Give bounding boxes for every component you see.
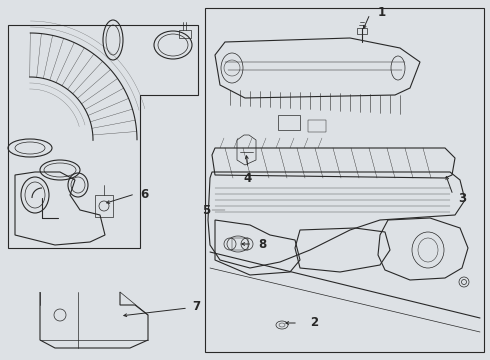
Text: 4: 4: [244, 171, 252, 185]
Text: 5: 5: [202, 203, 210, 216]
Bar: [357, 28, 367, 34]
Bar: [179, 30, 191, 38]
Bar: [278, 115, 300, 130]
Text: 2: 2: [310, 316, 318, 329]
Text: 3: 3: [458, 192, 466, 204]
Text: 6: 6: [140, 188, 148, 201]
Bar: [308, 120, 326, 132]
Bar: [232, 238, 248, 250]
Text: 1: 1: [378, 5, 386, 18]
Text: 7: 7: [192, 300, 200, 312]
Bar: [205, 8, 484, 352]
Bar: [95, 195, 113, 217]
Text: 8: 8: [258, 238, 266, 251]
